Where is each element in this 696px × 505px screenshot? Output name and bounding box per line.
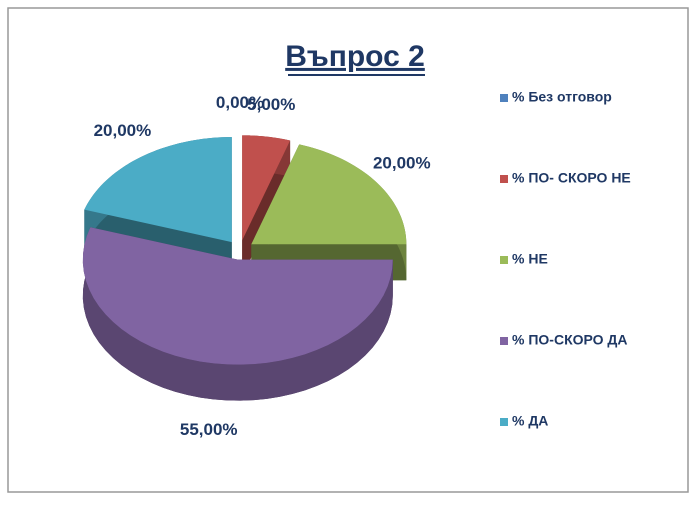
data-label: 20,00% — [373, 153, 431, 172]
legend-label: % ПО-СКОРО ДА — [512, 332, 628, 348]
slice-wall — [82, 227, 393, 401]
slice — [82, 227, 393, 365]
slice — [242, 135, 291, 241]
legend-label: % Без отговор — [512, 89, 612, 105]
data-label: 0,00% — [216, 93, 264, 112]
legend-swatch — [500, 94, 508, 102]
legend-label: % НЕ — [512, 251, 548, 267]
legend-swatch — [500, 175, 508, 183]
legend-label: % ДА — [512, 413, 548, 429]
slice — [251, 144, 407, 245]
legend-swatch — [500, 337, 508, 345]
legend-label: % ПО- СКОРО НЕ — [512, 170, 631, 186]
data-label: 5,00% — [247, 95, 295, 114]
data-label: 20,00% — [94, 121, 152, 140]
data-label: 55,00% — [180, 420, 238, 439]
legend-swatch — [500, 256, 508, 264]
slice — [84, 137, 232, 243]
chart-title: Въпрос 2 — [285, 40, 425, 73]
legend-swatch — [500, 418, 508, 426]
